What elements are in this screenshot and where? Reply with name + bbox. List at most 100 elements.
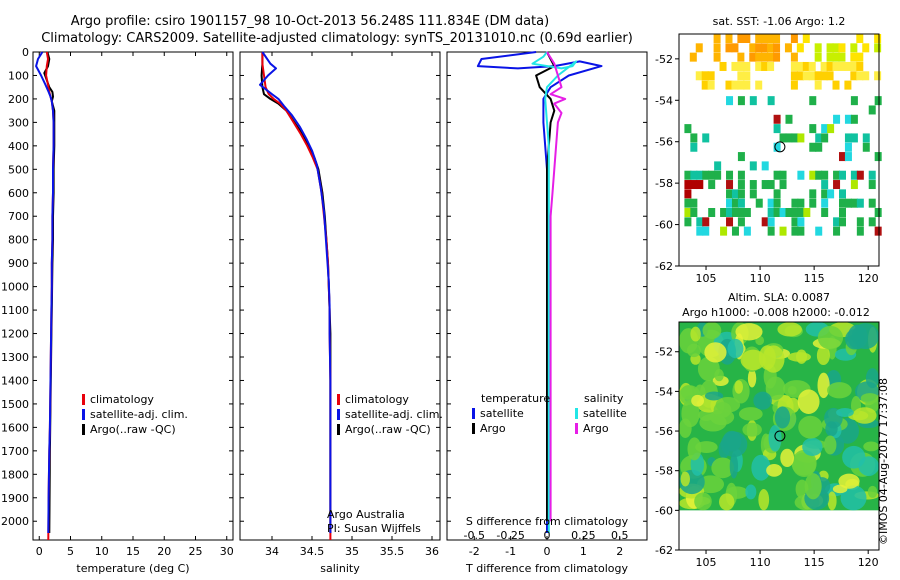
sst-cell (731, 189, 739, 199)
annotation-pi: PI: Susan Wijffels (327, 522, 421, 535)
y-tick-label: 200 (8, 93, 29, 106)
sst-cell (820, 71, 828, 81)
sla-blob (681, 399, 700, 428)
legend-label: climatology (345, 393, 409, 406)
legend-label: satellite (583, 407, 627, 420)
sst-cell (856, 52, 864, 62)
sst-cell (755, 43, 763, 53)
sst-cell (720, 226, 728, 236)
plot-frame (239, 51, 441, 541)
sst-cell (784, 43, 792, 53)
sst-cell (755, 198, 763, 208)
sst-cell (809, 170, 817, 180)
sst-cell (684, 180, 692, 190)
top-tick-label: -0.25 (496, 529, 524, 542)
sst-cell (726, 96, 734, 106)
sst-cell (868, 217, 876, 227)
sst-cell (773, 124, 781, 134)
legend-swatch (337, 424, 340, 435)
sst-cell (684, 198, 692, 208)
sla-blob (753, 391, 772, 410)
sst-cell (839, 208, 846, 217)
sst-cell (809, 96, 817, 106)
sla-blob (715, 396, 741, 413)
x-axis-label: temperature (deg C) (76, 562, 189, 575)
sst-cell (832, 43, 840, 53)
sst-cell (809, 142, 817, 152)
sla-blob (791, 452, 817, 476)
sla-blob (735, 323, 763, 341)
sla-blob (704, 391, 724, 401)
sst-cell (689, 52, 697, 62)
sst-cell (797, 208, 805, 217)
sst-cell (702, 133, 710, 143)
sst-cell (839, 152, 846, 162)
sla-blob (816, 345, 830, 366)
sst-cell (850, 52, 858, 62)
sst-cell (695, 43, 703, 53)
sst-cell (684, 208, 692, 217)
sst-cell (743, 34, 751, 43)
sst-cell (868, 180, 876, 190)
sst-cell (827, 124, 835, 134)
sla-blob (740, 349, 766, 371)
sst-cell (743, 226, 751, 236)
sla-blob (817, 325, 844, 350)
sla-blob (680, 471, 691, 487)
sst-cell (737, 208, 745, 217)
sst-cell (708, 180, 716, 190)
sst-cell (839, 198, 846, 208)
sst-cell (856, 226, 864, 236)
sst-cell (713, 43, 721, 53)
sst-cell (690, 198, 698, 208)
argo-position-marker (774, 430, 786, 442)
sst-cell (809, 198, 817, 208)
sst-cell (749, 189, 757, 199)
sst-cell (701, 80, 709, 90)
x-tick-label: 15 (126, 545, 140, 558)
y-tick-label: 1200 (1, 328, 29, 341)
sst-cell (826, 61, 834, 71)
sst-cell (802, 71, 810, 81)
sst-cell (796, 43, 804, 53)
sst-cell (713, 52, 721, 62)
sst-cell (844, 198, 852, 208)
top-tick-label: 0.25 (571, 529, 596, 542)
sst-cell (690, 180, 698, 190)
sst-cell (767, 208, 775, 217)
sst-cell (874, 226, 882, 236)
sst-cell (761, 52, 769, 62)
map-y-tick-label: -58 (655, 177, 673, 190)
x-tick-label: 30 (220, 545, 234, 558)
map-y-tick-label: -56 (655, 136, 673, 149)
sst-cell (755, 34, 763, 43)
sla-blob (863, 441, 879, 452)
sst-cell (850, 180, 858, 190)
sst-cell (767, 226, 775, 236)
sst-cell (726, 170, 734, 180)
sst-cell (743, 80, 751, 90)
sst-cell (726, 217, 734, 227)
x-axis-label: salinity (320, 562, 360, 575)
map-x-tick-label: 110 (750, 556, 771, 569)
sst-cell (785, 133, 793, 143)
sla-blob (729, 453, 739, 479)
x-tick-label: 0 (36, 545, 43, 558)
sla-blob (852, 407, 877, 424)
sla-blob (838, 473, 860, 489)
legend-swatch (472, 408, 475, 419)
sst-cell (821, 189, 829, 199)
sst-cell (832, 80, 840, 90)
sst-cell (773, 198, 781, 208)
sst-cell (803, 208, 811, 217)
sst-cell (726, 198, 734, 208)
y-tick-label: 1600 (1, 421, 29, 434)
sst-cell (850, 71, 858, 81)
sla-blob (687, 437, 702, 461)
map-x-tick-label: 120 (858, 556, 879, 569)
sst-cell (696, 217, 704, 227)
sst-cell (767, 217, 775, 227)
sst-cell (815, 226, 823, 236)
sst-cell (737, 61, 745, 71)
